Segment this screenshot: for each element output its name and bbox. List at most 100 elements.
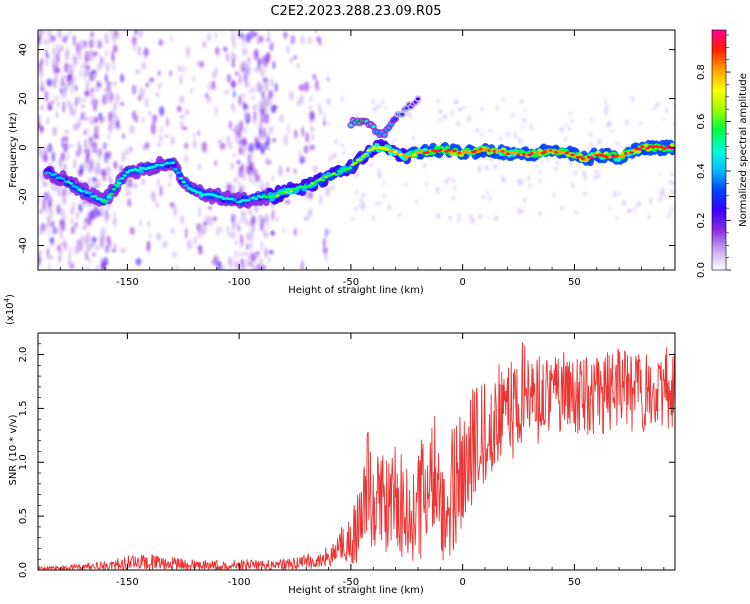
spectrogram-noise-cell — [64, 50, 70, 62]
spectrogram-ridge-core — [245, 199, 251, 202]
spectrogram-noise-cell — [145, 82, 150, 88]
spectrogram-noise-cell — [149, 232, 152, 239]
spectrogram-noise-cell — [262, 55, 269, 67]
spectrogram-noise-cell — [552, 192, 556, 198]
snr-x-label: Height of straight line (km) — [288, 585, 424, 596]
snr-multiplier-base: (x10 — [5, 302, 16, 325]
spectrogram-noise-cell — [519, 99, 524, 105]
spectrogram-noise-cell — [158, 39, 164, 47]
spectrogram-noise-cell — [264, 231, 267, 240]
spectrogram-noise-cell — [581, 170, 587, 178]
spectrogram-noise-cell — [40, 81, 44, 87]
spectrogram-ridge-core — [382, 146, 388, 150]
spectrogram-noise-cell — [300, 34, 305, 45]
spectrogram-noise-cell — [517, 137, 523, 144]
spectrogram-x-tick-label: 0 — [459, 277, 465, 288]
spectrogram-noise-cell — [263, 97, 267, 110]
spectrogram-noise-cell — [54, 228, 60, 234]
spectrogram-noise-cell — [94, 85, 100, 93]
spectrogram-ridge-core — [557, 149, 562, 153]
spectrogram-ridge-core — [283, 190, 288, 194]
spectrogram-noise-cell — [559, 126, 565, 133]
spectrogram-noise-cell — [253, 120, 256, 126]
spectrogram-noise-cell — [38, 38, 41, 46]
spectrogram-noise-cell — [89, 160, 95, 171]
snr-y-axis: 0.0 0.5 1.0 1.5 2.0 — [18, 343, 675, 578]
spectrogram-noise-cell — [327, 120, 330, 127]
spectrogram-noise-cell — [226, 73, 231, 83]
spectrogram-noise-cell — [340, 95, 344, 103]
spectrogram-noise-cell — [241, 47, 248, 57]
spectrogram-noise-cell — [78, 39, 84, 45]
spectrogram-noise-cell — [77, 51, 82, 60]
spectrogram-noise-cell — [215, 226, 220, 237]
spectrogram-noise-cell — [322, 247, 328, 254]
spectrogram-noise-cell — [68, 143, 74, 148]
spectrogram-noise-cell — [612, 191, 618, 198]
spectrogram-noise-cell — [228, 121, 233, 129]
spectrogram-noise-cell — [664, 107, 669, 114]
spectrogram-noise-cell — [670, 188, 675, 194]
spectrogram-noise-cell — [670, 206, 674, 212]
spectrogram-noise-cell — [353, 206, 358, 212]
spectrogram-noise-cell — [242, 251, 248, 256]
spectrogram-noise-cell — [260, 264, 266, 270]
spectrogram-noise-cell — [587, 148, 590, 153]
spectrogram-noise-cell — [241, 184, 246, 194]
spectrogram-ridge-core — [232, 198, 237, 202]
spectrogram-noise-cell — [288, 90, 294, 101]
spectrogram-noise-cell — [322, 237, 326, 249]
spectrogram-noise-cell — [121, 151, 127, 163]
spectrogram-noise-cell — [226, 224, 230, 237]
spectrogram-ridge-core — [540, 151, 546, 155]
spectrogram-noise-cell — [70, 86, 74, 95]
spectrogram-noise-cell — [212, 255, 219, 266]
spectrogram-noise-cell — [424, 182, 428, 186]
spectrogram-noise-cell — [78, 144, 82, 157]
spectrogram-noise-cell — [232, 153, 237, 158]
spectrogram-noise-cell — [132, 182, 138, 189]
spectrogram-ridge-core — [334, 173, 339, 176]
snr-marks — [38, 342, 675, 570]
spectrogram-noise-cell — [492, 164, 498, 170]
spectrogram-noise-cell — [435, 186, 440, 193]
spectrogram-noise-cell — [229, 230, 236, 239]
spectrogram-noise-cell — [57, 48, 61, 54]
spectrogram-noise-cell — [453, 185, 456, 191]
spectrogram-noise-cell — [51, 57, 57, 70]
spectrogram-noise-cell — [122, 133, 125, 140]
spectrogram-noise-cell — [164, 133, 170, 139]
spectrogram-noise-cell — [307, 35, 311, 45]
spectrogram-ridge-core — [261, 194, 267, 197]
spectrogram-noise-cell — [69, 78, 76, 88]
spectrogram-noise-cell — [99, 206, 104, 217]
spectrogram-noise-cell — [266, 232, 269, 238]
spectrogram-noise-cell — [340, 142, 344, 148]
spectrogram-noise-cell — [303, 215, 310, 222]
spectrogram-noise-cell — [451, 178, 456, 184]
spectrogram-noise-cell — [254, 174, 261, 183]
spectrogram-ridge-core — [60, 177, 66, 180]
spectrogram-noise-cell — [470, 217, 476, 225]
spectrogram-noise-cell — [506, 131, 511, 138]
spectrogram-noise-cell — [488, 194, 492, 202]
spectrogram-ridge-core — [412, 153, 417, 157]
spectrogram-noise-cell — [615, 141, 620, 146]
spectrogram-ridge-core — [178, 176, 184, 180]
spectrogram-noise-cell — [282, 228, 285, 234]
spectrogram-noise-cell — [101, 57, 106, 65]
spectrogram-ridge-core — [103, 199, 109, 203]
spectrogram-noise-cell — [57, 30, 62, 39]
spectrogram-noise-cell — [214, 105, 218, 116]
spectrogram-noise-cell — [231, 222, 235, 231]
spectrogram-noise-cell — [193, 235, 198, 245]
spectrogram-noise-cell — [298, 94, 305, 105]
spectrogram-noise-cell — [93, 73, 98, 80]
spectrogram-noise-cell — [63, 163, 67, 171]
spectrogram-noise-cell — [113, 212, 116, 217]
spectrogram-noise-cell — [97, 40, 101, 49]
spectrogram-ridge-core — [125, 170, 130, 174]
spectrogram-noise-cell — [255, 251, 261, 256]
spectrogram-noise-cell — [247, 208, 253, 215]
